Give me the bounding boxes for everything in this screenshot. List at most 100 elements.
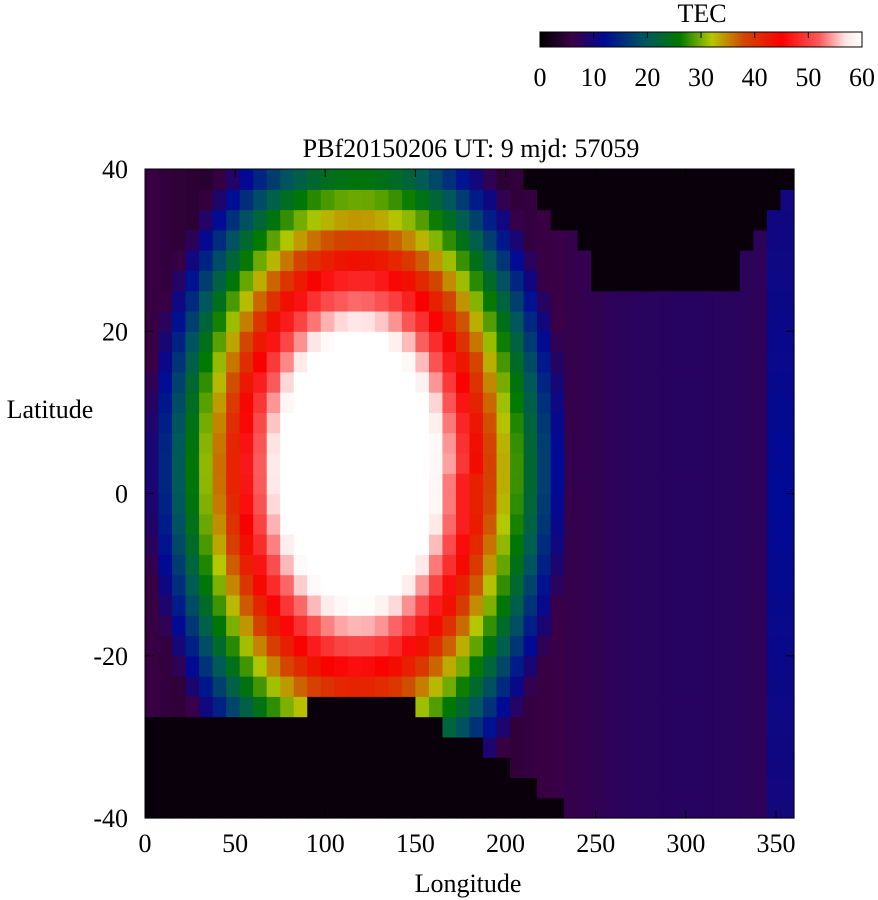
heatmap-cell <box>158 229 173 251</box>
heatmap-cell <box>577 310 592 332</box>
heatmap-cell <box>334 574 349 596</box>
heatmap-cell <box>320 534 335 555</box>
heatmap-cell <box>293 736 308 758</box>
heatmap-cell <box>510 310 525 332</box>
heatmap-cell <box>766 615 782 637</box>
heatmap-cell <box>415 392 430 413</box>
heatmap-cell <box>753 696 768 718</box>
heatmap-cell <box>428 250 444 272</box>
heatmap-cell <box>145 452 160 474</box>
heatmap-cell <box>564 736 579 758</box>
heatmap-cell <box>658 452 673 474</box>
heatmap-cell <box>145 534 160 555</box>
heatmap-cell <box>442 209 457 231</box>
heatmap-cell <box>347 250 362 272</box>
heatmap-cell <box>185 777 200 799</box>
heatmap-cell <box>699 392 714 413</box>
heatmap-cell <box>469 169 484 190</box>
heatmap-cell <box>726 676 741 697</box>
heatmap-cell <box>145 169 160 190</box>
heatmap-cell <box>712 635 727 657</box>
heatmap-cell <box>510 493 525 515</box>
heatmap-cell <box>496 615 511 637</box>
heatmap-cell <box>266 797 281 819</box>
heatmap-cell <box>401 412 417 434</box>
heatmap-cell <box>496 493 511 515</box>
heatmap-cell <box>469 290 484 312</box>
colorbar-tick-label: 60 <box>849 63 875 92</box>
heatmap-cell <box>239 270 254 292</box>
heatmap-cell <box>618 209 633 231</box>
heatmap-cell <box>550 655 565 677</box>
heatmap-cell <box>631 250 646 272</box>
heatmap-cell <box>442 594 457 616</box>
heatmap-cell <box>388 655 403 677</box>
heatmap-cell <box>537 169 552 190</box>
heatmap-cell <box>185 412 200 434</box>
heatmap-cell <box>307 270 322 292</box>
heatmap-cell <box>591 209 606 231</box>
heatmap-cell <box>766 554 782 576</box>
heatmap-cell <box>672 615 687 637</box>
heatmap-cell <box>537 209 552 231</box>
heatmap-cell <box>361 696 376 718</box>
heatmap-cell <box>618 513 633 535</box>
heatmap-cell <box>564 290 579 312</box>
heatmap-cell <box>199 169 214 190</box>
heatmap-cell <box>280 757 295 779</box>
heatmap-cell <box>550 716 565 738</box>
heatmap-cell <box>226 777 241 799</box>
heatmap-cell <box>158 209 173 231</box>
heatmap-cell <box>172 513 187 535</box>
heatmap-cell <box>212 412 227 434</box>
heatmap-cell <box>699 676 714 697</box>
heatmap-cell <box>537 736 552 758</box>
heatmap-cell <box>658 696 673 718</box>
heatmap-cell <box>280 696 295 718</box>
heatmap-cell <box>510 371 525 393</box>
heatmap-cell <box>496 270 511 292</box>
heatmap-cell <box>334 351 349 373</box>
heatmap-cell <box>591 635 606 657</box>
heatmap-cell <box>185 351 200 373</box>
heatmap-cell <box>739 594 755 616</box>
heatmap-cell <box>631 513 646 535</box>
heatmap-cell <box>374 412 389 434</box>
heatmap-cell <box>239 473 254 495</box>
heatmap-cell <box>415 513 430 535</box>
heatmap-cell <box>212 696 227 718</box>
heatmap-cell <box>388 432 403 454</box>
heatmap-cell <box>712 534 727 555</box>
heatmap-cell <box>388 615 403 637</box>
heatmap-cell <box>266 432 281 454</box>
heatmap-cell <box>401 797 417 819</box>
heatmap-cell <box>415 432 430 454</box>
heatmap-cell <box>307 169 322 190</box>
heatmap-cell <box>239 229 254 251</box>
heatmap-cell <box>158 392 173 413</box>
heatmap-cell <box>645 554 660 576</box>
heatmap-cell <box>631 696 646 718</box>
heatmap-cell <box>739 169 755 190</box>
heatmap-cell <box>672 310 687 332</box>
heatmap-cell <box>145 513 160 535</box>
heatmap-cell <box>780 797 795 819</box>
heatmap-cell <box>280 331 295 353</box>
heatmap-cell <box>320 209 335 231</box>
heatmap-cell <box>739 797 755 819</box>
heatmap-cell <box>766 676 782 697</box>
heatmap-cell <box>455 696 471 718</box>
heatmap-cell <box>618 331 633 353</box>
heatmap-cell <box>739 513 755 535</box>
heatmap-cell <box>455 554 471 576</box>
heatmap-cell <box>212 635 227 657</box>
heatmap-cell <box>415 169 430 190</box>
heatmap-cell <box>564 169 579 190</box>
heatmap-cell <box>212 392 227 413</box>
heatmap-cell <box>550 473 565 495</box>
heatmap-cell <box>226 209 241 231</box>
heatmap-cell <box>307 736 322 758</box>
heatmap-cell <box>510 635 525 657</box>
heatmap-cell <box>266 615 281 637</box>
heatmap-cell <box>658 432 673 454</box>
